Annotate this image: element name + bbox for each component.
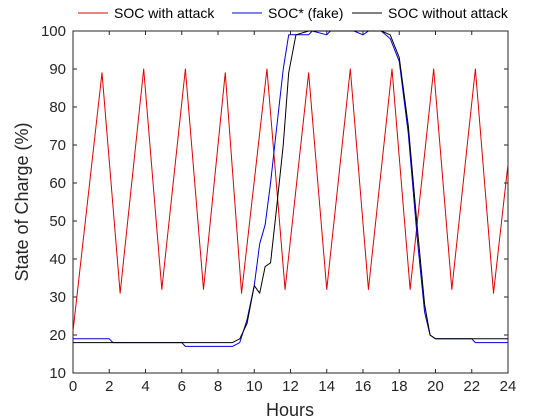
y-tick-label: 30: [49, 289, 66, 306]
series-line-soc-fake: [73, 30, 508, 347]
y-tick-label: 10: [49, 365, 66, 382]
x-tick-label: 6: [178, 378, 186, 395]
legend-label-soc-without-attack: SOC without attack: [388, 5, 509, 21]
x-tick-label: 0: [69, 378, 77, 395]
x-axis-title: Hours: [266, 400, 314, 420]
x-tick-label: 2: [105, 378, 113, 395]
x-tick-label: 24: [500, 378, 517, 395]
series-line-soc-with-attack: [72, 68, 509, 332]
series-line-soc-without-attack: [73, 30, 508, 344]
plot-area: 0 2 4 6 8 10 12 14 16 18 20 22 241020304050607080901…: [41, 23, 516, 395]
y-tick-label: 40: [49, 251, 66, 268]
x-tick-label: 14: [318, 378, 335, 395]
legend: SOC with attack SOC* (fake) SOC without …: [78, 5, 509, 21]
y-tick-label: 90: [49, 61, 66, 78]
y-tick-label: 60: [49, 175, 66, 192]
x-tick-label: 16: [355, 378, 372, 395]
x-tick-label: 18: [391, 378, 408, 395]
x-tick-label: 10: [246, 378, 263, 395]
tick-layer: 0 2 4 6 8 10 12 14 16 18 20 22 241020304050607080901…: [41, 23, 516, 395]
series-layer: [72, 30, 509, 347]
legend-label-soc-fake: SOC* (fake): [268, 5, 343, 21]
y-tick-label: 20: [49, 327, 66, 344]
x-tick-label: 20: [427, 378, 444, 395]
y-tick-label: 100: [41, 23, 66, 40]
legend-label-soc-with-attack: SOC with attack: [114, 5, 215, 21]
plot-frame: [72, 30, 509, 374]
y-tick-label: 70: [49, 137, 66, 154]
y-axis-title: State of Charge (%): [12, 122, 32, 281]
x-tick-label: 12: [282, 378, 299, 395]
y-tick-label: 50: [49, 213, 66, 230]
x-tick-label: 8: [214, 378, 222, 395]
x-tick-label: 22: [463, 378, 480, 395]
x-tick-label: 4: [141, 378, 149, 395]
y-tick-label: 80: [49, 99, 66, 116]
